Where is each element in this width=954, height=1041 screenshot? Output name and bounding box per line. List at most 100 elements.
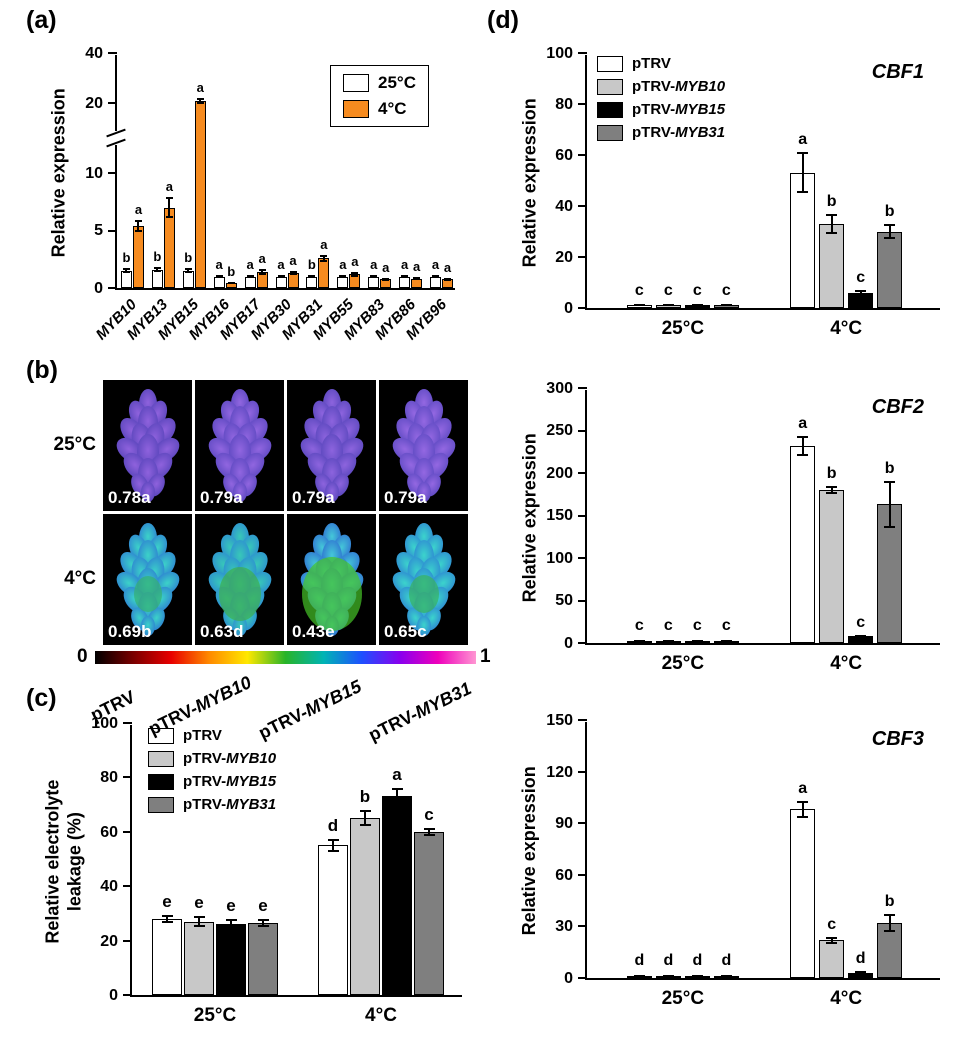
error-bar (359, 810, 371, 827)
y-tick (578, 770, 587, 773)
bar (790, 809, 816, 978)
error-bar (855, 971, 867, 975)
legend-item: pTRV-MYB15 (148, 773, 276, 790)
chart-title: CBF2 (871, 396, 924, 418)
significance-letter: a (392, 765, 402, 785)
plant-fluorescence-image (379, 514, 468, 645)
legend: pTRV pTRV-MYB10 pTRV-MYB15 pTRV-MYB31 (148, 727, 276, 813)
y-tick (578, 387, 587, 389)
legend-item: pTRV-MYB31 (597, 124, 725, 141)
y-tick (123, 939, 132, 942)
error-bar (161, 914, 173, 923)
error-bar (413, 277, 421, 281)
error-bar (257, 918, 269, 927)
y-tick-label: 60 (100, 823, 118, 841)
significance-letter: a (215, 256, 223, 272)
significance-letter: c (856, 269, 866, 287)
y-tick (123, 885, 132, 888)
bar (216, 924, 246, 995)
error-bar (797, 152, 809, 194)
y-tick-label: 0 (564, 634, 573, 652)
error-bar (691, 974, 703, 977)
legend-swatch (597, 78, 623, 95)
colorbar-min-label: 0 (77, 646, 88, 667)
legend: pTRV pTRV-MYB10 pTRV-MYB15 pTRV-MYB31 (597, 55, 725, 141)
axis-break-icon (106, 128, 126, 148)
panel-b-cell: 0.78a (103, 380, 192, 511)
legend-label: pTRV (183, 727, 222, 744)
y-tick (578, 103, 587, 105)
y-tick (108, 102, 117, 104)
y-tick (578, 557, 587, 559)
y-tick-label: 50 (555, 592, 573, 610)
y-tick-label: 120 (546, 763, 573, 781)
fluorescence-colorbar (95, 651, 476, 664)
y-tick (108, 287, 117, 289)
legend-item: pTRV-MYB10 (597, 78, 725, 95)
significance-letter: a (431, 257, 440, 273)
chart-myb-expression: 0 5 10 20 40 b a MYB10 b a MYB13 b a MYB15 a b MYB16 a a MY… (48, 45, 455, 343)
panel-b-cell: 0.79a (379, 380, 468, 511)
error-bar (165, 197, 173, 218)
error-bar (320, 254, 328, 262)
x-category-label: 4°C (830, 653, 863, 674)
chart-cbf1: 0 20 40 60 80 100 c c c c 25°C a b c b 4°C Relative expr… (519, 45, 940, 339)
bar (414, 831, 444, 995)
chart-title: CBF3 (871, 728, 924, 750)
legend-swatch (597, 55, 623, 72)
legend-item: pTRV (148, 727, 276, 744)
fv-fm-value: 0.79a (384, 488, 427, 507)
significance-letter: d (327, 815, 339, 835)
y-tick-label: 20 (555, 248, 573, 266)
legend-item: 25°C (343, 73, 416, 93)
y-tick-label: 0 (109, 986, 118, 1004)
error-bar (277, 274, 285, 279)
plant-fluorescence-image (195, 380, 284, 511)
error-bar (401, 275, 409, 278)
significance-letter: c (827, 915, 837, 933)
plant-fluorescence-image (287, 380, 376, 511)
significance-letter: b (826, 192, 837, 210)
significance-letter: c (721, 282, 731, 299)
significance-letter: a (165, 179, 173, 195)
y-tick-label: 40 (100, 878, 118, 896)
significance-letter: a (413, 259, 421, 275)
error-bar (884, 480, 896, 529)
significance-letter: d (692, 952, 703, 969)
error-bar (855, 634, 867, 638)
y-tick (578, 205, 587, 207)
error-bar (215, 274, 223, 279)
significance-letter: c (692, 282, 702, 299)
panel-a-label: (a) (26, 6, 57, 34)
significance-letter: b (153, 248, 162, 264)
error-bar (246, 274, 254, 279)
significance-letter: a (320, 236, 328, 252)
y-tick-label: 60 (555, 146, 573, 164)
error-bar (691, 639, 703, 642)
y-tick-label: 100 (546, 44, 573, 62)
significance-letter: c (856, 613, 866, 631)
significance-letter: a (443, 260, 452, 276)
significance-letter: b (227, 263, 236, 279)
x-category-label: 4°C (830, 988, 863, 1009)
legend-label: pTRV-MYB15 (183, 773, 277, 790)
y-tick-label: 0 (564, 299, 573, 317)
error-bar (258, 269, 266, 275)
y-tick (578, 642, 587, 644)
significance-letter: b (122, 250, 131, 266)
y-tick-label: 200 (546, 464, 573, 482)
bar (248, 922, 278, 995)
y-tick-label: 40 (85, 44, 103, 62)
significance-letter: a (196, 79, 204, 95)
error-bar (339, 274, 347, 279)
fv-fm-value: 0.43e (292, 622, 335, 641)
y-tick (578, 307, 587, 309)
error-bar (225, 918, 237, 930)
legend: 25°C 4°C (330, 65, 429, 127)
error-bar (826, 936, 838, 944)
chart-cbf2: 0 50 100 150 200 250 300 c c c c 25°C a b c b 4°C Relativ… (519, 380, 940, 674)
y-tick (123, 830, 132, 833)
legend-swatch (597, 101, 623, 118)
y-tick (578, 599, 587, 602)
significance-letter: a (351, 253, 359, 269)
